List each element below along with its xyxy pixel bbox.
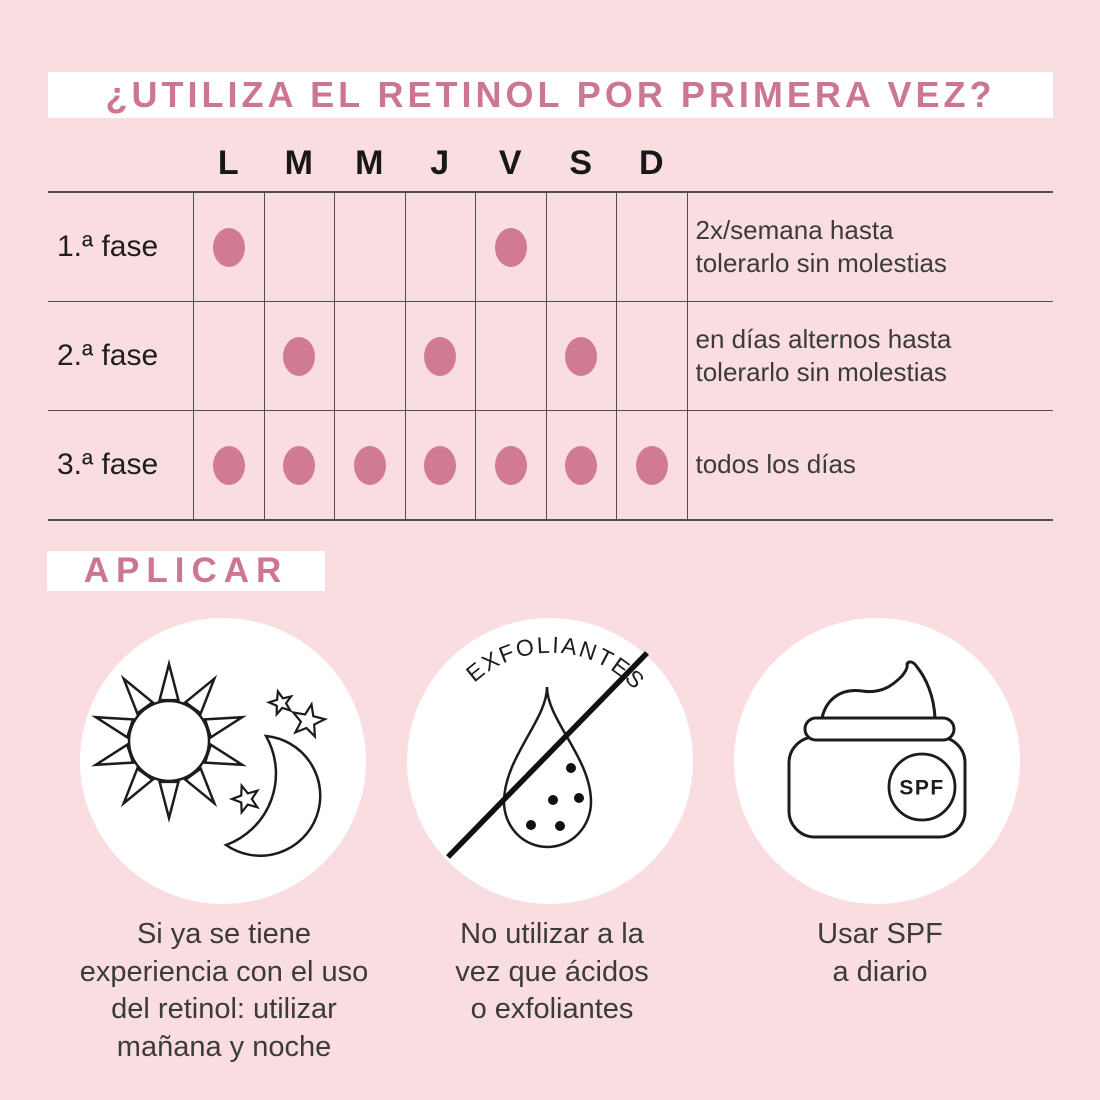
retinol-schedule-table: L M M J V S D 1.ª fase 2x/semana hasta tolerarl… xyxy=(48,140,1053,521)
phase-note: 2x/semana hasta tolerarlo sin molestias xyxy=(686,193,1054,301)
star-icon xyxy=(267,688,295,715)
day-cell xyxy=(334,302,405,410)
moon-icon xyxy=(223,734,322,857)
day-cell xyxy=(475,302,546,410)
aplicar-heading: APLICAR xyxy=(83,551,289,590)
day-cell xyxy=(263,411,335,519)
sun-moon-icon xyxy=(91,618,366,857)
star-icon xyxy=(289,701,327,738)
day-cell xyxy=(404,411,476,519)
day-header: L xyxy=(217,144,239,182)
dot xyxy=(283,445,316,485)
phase-label: 3.ª fase xyxy=(57,448,159,481)
caption-use-spf: Usar SPF a diario xyxy=(817,918,943,988)
page-title: ¿UTILIZA EL RETINOL POR PRIMERA VEZ? xyxy=(105,74,996,115)
spf-badge xyxy=(887,752,957,822)
title-banner: ¿UTILIZA EL RETINOL POR PRIMERA VEZ? xyxy=(48,72,1053,118)
phase-label: 1.ª fase xyxy=(57,230,159,263)
droplet-icon xyxy=(502,686,593,849)
day-cell xyxy=(334,411,405,519)
day-night-circle xyxy=(80,618,366,904)
caption-no-acids: No utilizar a la vez que ácidos o exfoli… xyxy=(455,918,649,1026)
day-cell xyxy=(616,193,687,301)
cream-swirl xyxy=(820,660,937,720)
exfoliant-dots xyxy=(526,763,584,831)
prohibition-slash-icon xyxy=(446,651,649,859)
phase-note: en días alternos hasta tolerarlo sin mol… xyxy=(686,302,1054,410)
dot xyxy=(635,445,668,485)
exfoliantes-arc-label: EXFOLIANTES xyxy=(460,627,653,696)
day-cell xyxy=(404,193,476,301)
phase-label: 2.ª fase xyxy=(57,339,159,372)
phase-row: 2.ª fase en días alternos hasta tolerarlo… xyxy=(48,302,1053,411)
day-cell xyxy=(475,411,546,519)
star-icon xyxy=(229,782,262,814)
schedule-body: 1.ª fase 2x/semana hasta tolerarlo sin mo… xyxy=(48,191,1053,521)
day-cell xyxy=(545,193,617,301)
dot xyxy=(565,336,598,376)
phase-row: 1.ª fase 2x/semana hasta tolerarlo sin mo… xyxy=(48,193,1053,302)
dot xyxy=(565,445,598,485)
dot xyxy=(424,445,457,485)
spf-label: SPF xyxy=(899,777,944,800)
day-cell xyxy=(193,193,264,301)
day-cell xyxy=(545,411,617,519)
phase-row: 3.ª fase todos los días xyxy=(48,411,1053,519)
day-cell xyxy=(616,411,687,519)
dot xyxy=(283,336,316,376)
spf-circle: SPF xyxy=(734,618,1020,904)
day-cell xyxy=(263,302,335,410)
day-header: V xyxy=(498,144,522,182)
dot xyxy=(494,227,527,267)
day-cell xyxy=(404,302,476,410)
spf-jar-icon: SPF xyxy=(787,660,967,839)
dot xyxy=(212,227,245,267)
day-cell xyxy=(193,411,264,519)
day-header: M xyxy=(284,144,313,182)
day-cell xyxy=(616,302,687,410)
no-exfoliants-icon: EXFOLIANTES xyxy=(446,627,653,859)
day-header: S xyxy=(569,144,593,182)
day-cell xyxy=(334,193,405,301)
jar-lid-rim xyxy=(803,716,956,742)
dot xyxy=(353,445,386,485)
day-cell xyxy=(263,193,335,301)
day-cell xyxy=(545,302,617,410)
day-cell xyxy=(475,193,546,301)
sun-rays xyxy=(91,659,247,823)
phase-note: todos los días xyxy=(686,411,1054,519)
icons-row: EXFOLIANTES xyxy=(0,618,1100,904)
dot xyxy=(212,445,245,485)
aplicar-banner: APLICAR xyxy=(47,551,325,591)
dot xyxy=(424,336,457,376)
day-header: J xyxy=(430,144,450,182)
day-header: M xyxy=(355,144,384,182)
day-header: D xyxy=(638,144,664,182)
sun-icon xyxy=(127,699,211,783)
no-exfoliants-circle: EXFOLIANTES xyxy=(407,618,693,904)
day-cell xyxy=(193,302,264,410)
dot xyxy=(494,445,527,485)
caption-experienced-use: Si ya se tiene experiencia con el uso de… xyxy=(79,918,369,1064)
